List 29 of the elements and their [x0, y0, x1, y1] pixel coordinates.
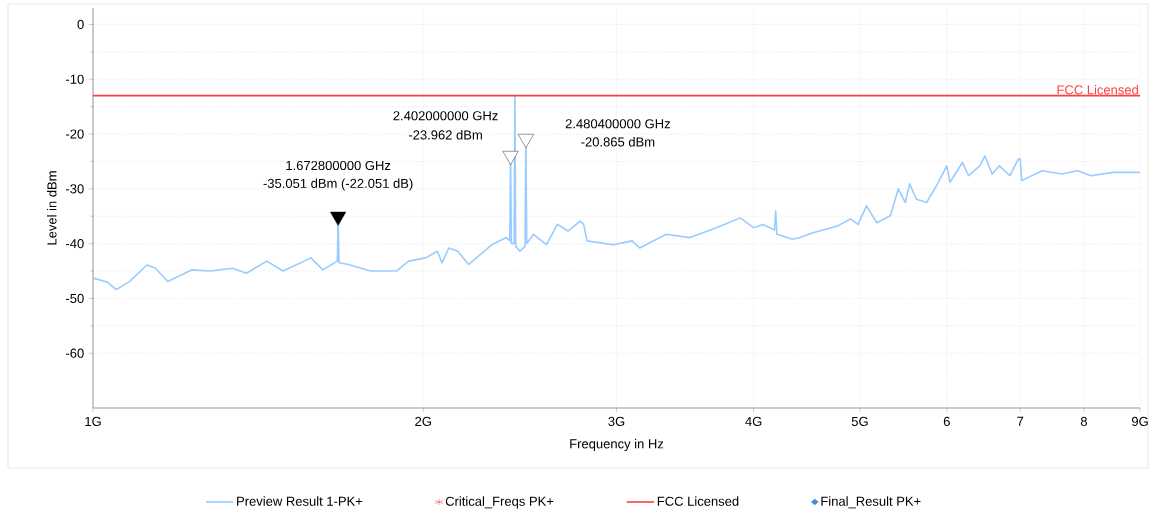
x-tick-label: 2G	[415, 416, 431, 427]
text: FCC Licensed	[1057, 84, 1138, 95]
annotation: -20.865 dBm	[581, 136, 655, 147]
x-tick-label: 4G	[745, 416, 762, 427]
annotation: -23.962 dBm	[408, 129, 482, 140]
y-axis-title: Level in dBm	[46, 171, 57, 245]
annotation: -35.051 dBm (-22.051 dB)	[263, 178, 413, 191]
x-tick-label: 9G	[1131, 416, 1148, 427]
x-tick-label: 3G	[608, 416, 625, 427]
legend-label: FCC Licensed	[657, 496, 739, 506]
y-tick-label: -10	[66, 74, 84, 84]
y-tick-label: -60	[66, 348, 84, 358]
x-tick-label: 1G	[85, 416, 101, 427]
annotation: 2.402000000 GHz	[393, 111, 498, 121]
annotation: 2.480400000 GHz	[565, 119, 670, 129]
y-tick-label: 0	[77, 19, 84, 30]
y-tick-label: -50	[66, 293, 84, 304]
legend-label: Critical_Freqs PK+	[445, 496, 554, 509]
x-axis-title: Frequency in Hz	[570, 438, 664, 451]
legend-label: Final_Result PK+	[821, 496, 921, 509]
y-tick-label: -30	[66, 184, 84, 194]
x-tick-label: 5G	[851, 416, 868, 427]
x-tick-label: 8	[1080, 416, 1087, 427]
legend-label: Preview Result 1-PK+	[237, 496, 363, 506]
y-tick-label: -40	[66, 239, 84, 249]
x-tick-label: 6	[943, 416, 950, 427]
annotation: 1.672800000 GHz	[286, 160, 391, 171]
x-tick-label: 7	[1017, 416, 1024, 426]
y-tick-label: -20	[66, 129, 84, 139]
